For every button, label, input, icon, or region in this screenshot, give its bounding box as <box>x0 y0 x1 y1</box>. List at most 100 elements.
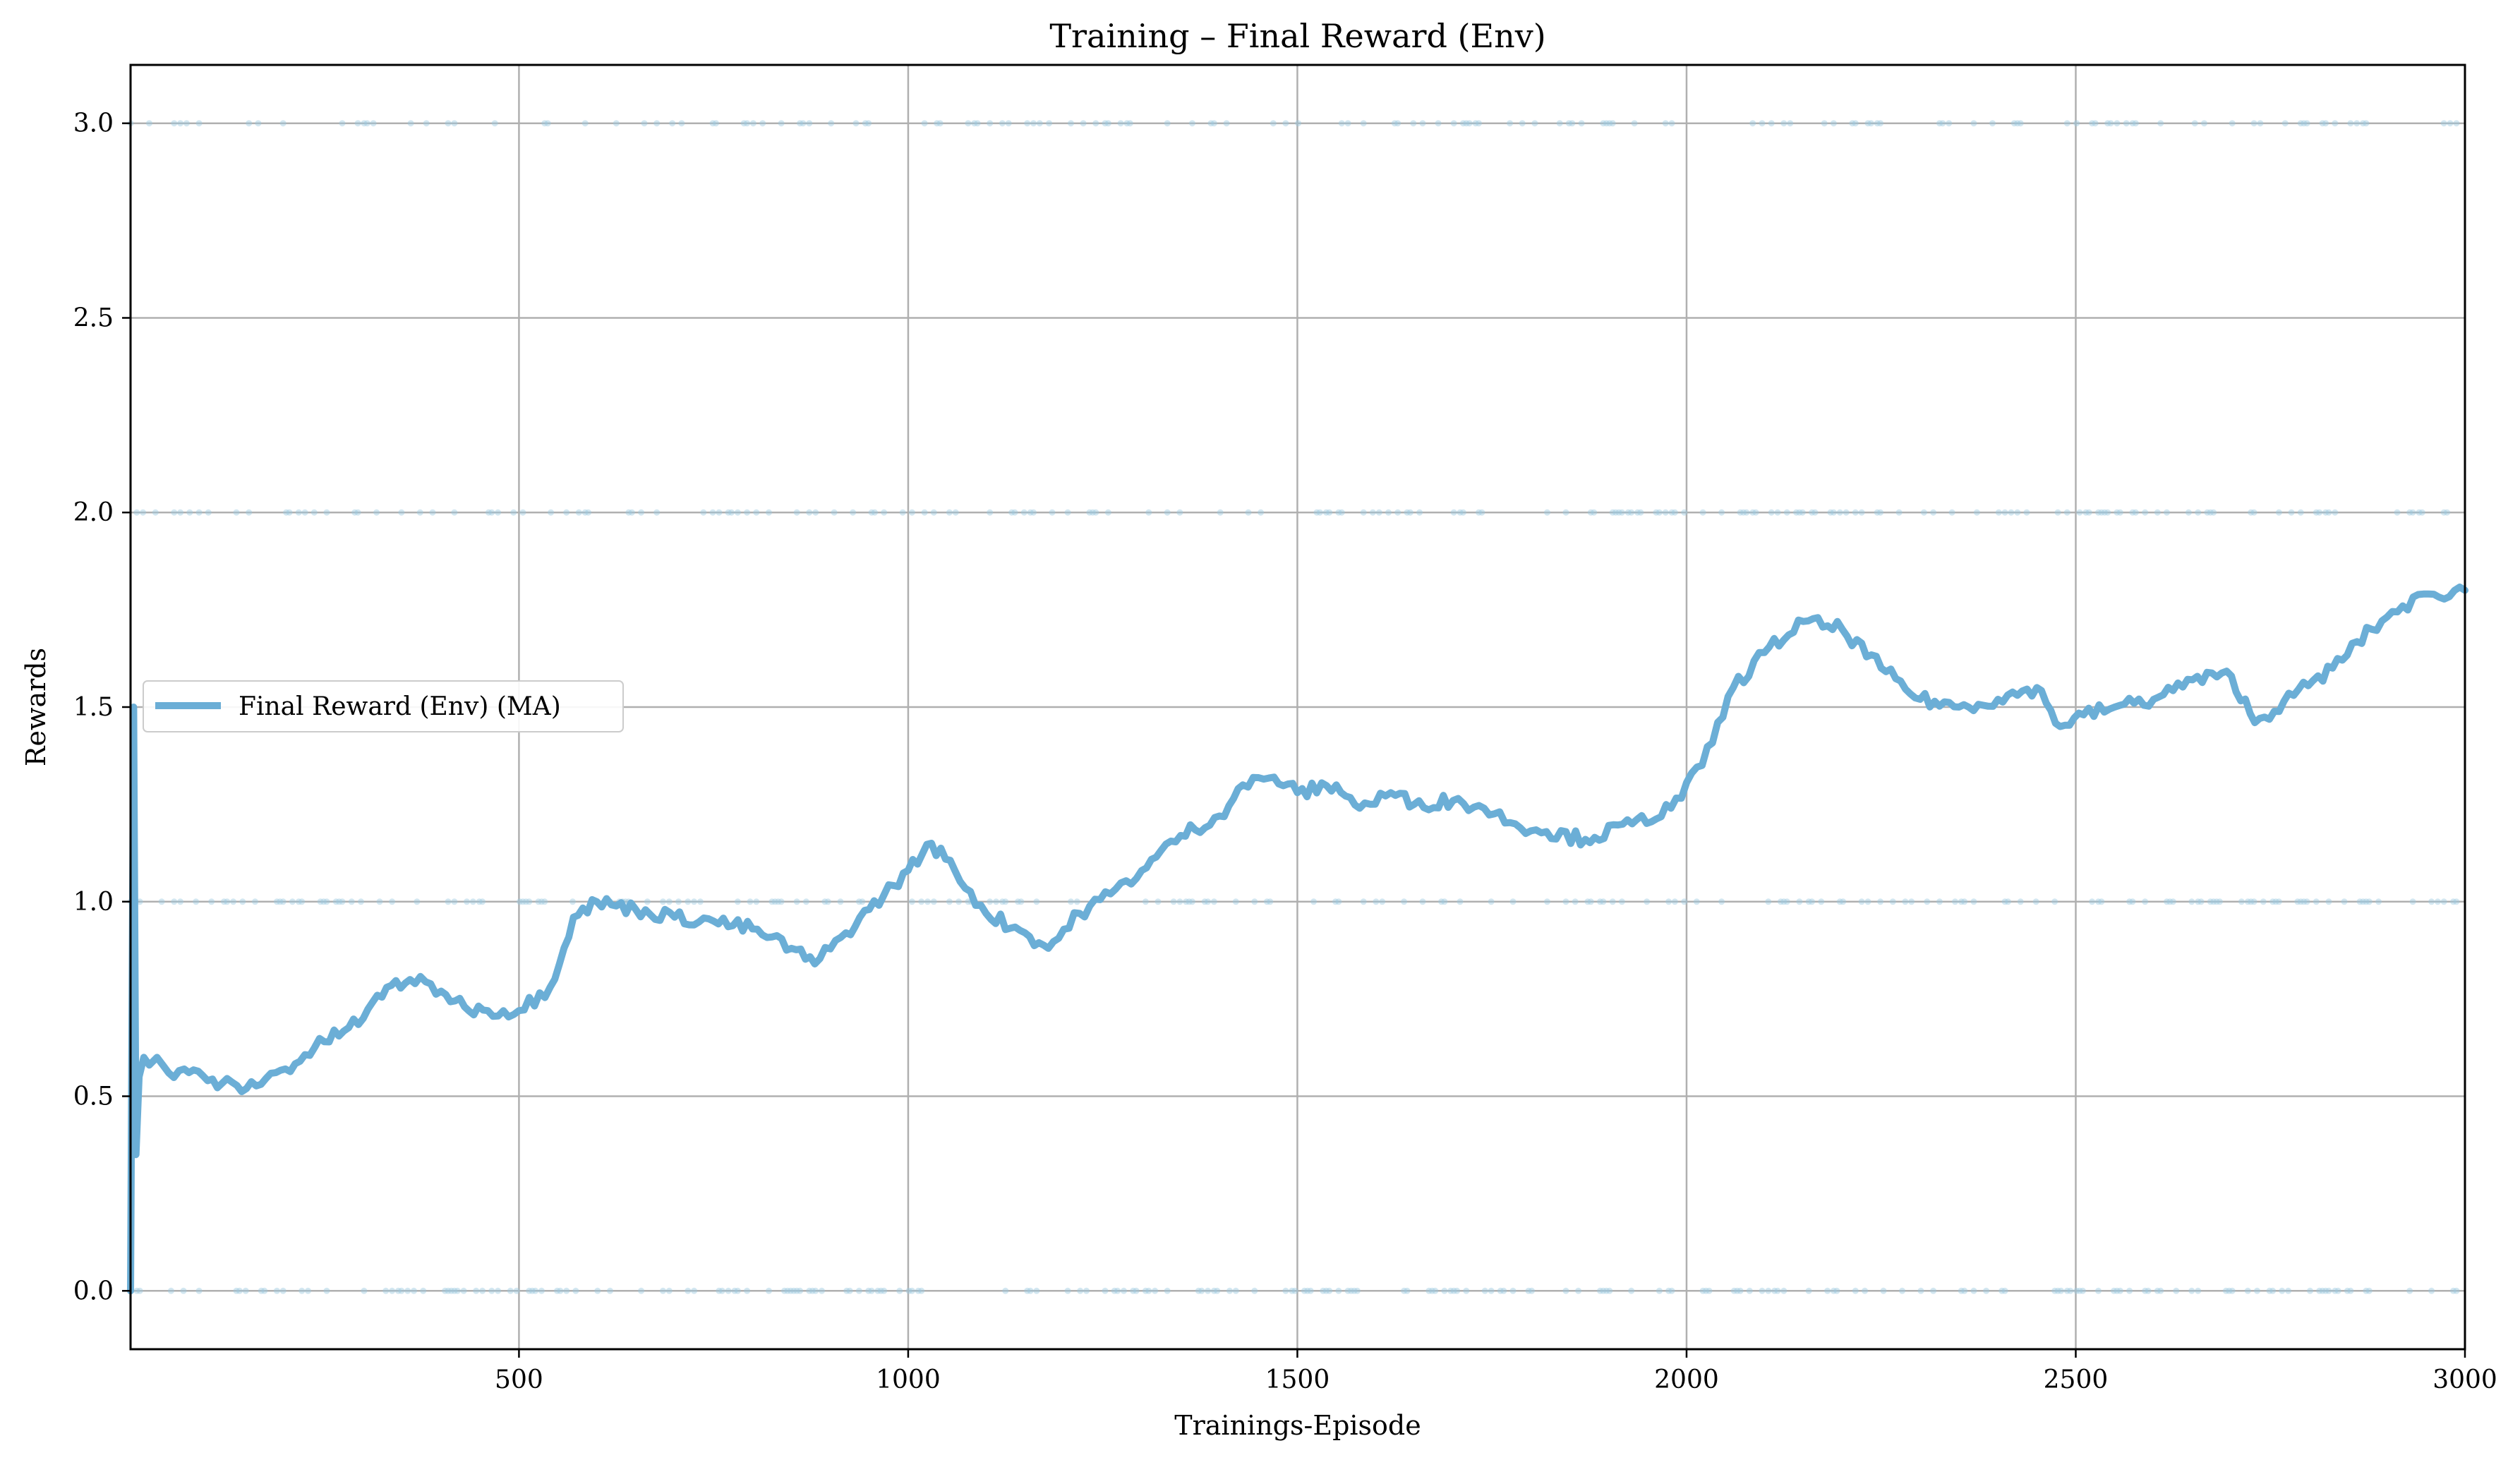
raw-reward-point <box>1320 1287 1327 1294</box>
raw-reward-point <box>1946 120 1953 127</box>
raw-reward-point <box>2076 509 2083 516</box>
raw-reward-point <box>1114 1287 1121 1294</box>
y-tick-label: 0.5 <box>73 1082 114 1111</box>
raw-reward-point <box>1077 1287 1084 1294</box>
y-tick-label: 2.0 <box>73 498 114 527</box>
raw-reward-point <box>675 898 682 905</box>
raw-reward-point <box>2063 120 2070 127</box>
raw-reward-point <box>731 1287 738 1294</box>
raw-reward-point <box>1457 898 1464 905</box>
raw-reward-point <box>454 1287 461 1294</box>
raw-reward-point <box>2092 120 2099 127</box>
raw-reward-point <box>613 120 620 127</box>
raw-reward-point <box>2201 120 2207 127</box>
raw-reward-point <box>1587 898 1594 905</box>
raw-reward-point <box>1877 120 1884 127</box>
raw-reward-point <box>2332 509 2339 516</box>
raw-reward-point <box>1326 1287 1333 1294</box>
raw-reward-point <box>569 898 576 905</box>
raw-reward-point <box>1369 509 1376 516</box>
raw-reward-point <box>1024 120 1031 127</box>
y-tick-label: 0.0 <box>73 1277 114 1305</box>
raw-reward-point <box>1189 898 1195 905</box>
raw-reward-point <box>2332 120 2339 127</box>
raw-reward-point <box>1843 509 1850 516</box>
raw-reward-point <box>1438 898 1445 905</box>
raw-reward-point <box>744 120 751 127</box>
raw-reward-point <box>1068 898 1074 905</box>
raw-reward-point <box>660 1287 666 1294</box>
y-tick-label: 1.5 <box>73 693 114 722</box>
raw-reward-point <box>2250 509 2257 516</box>
raw-reward-point <box>1768 120 1775 127</box>
raw-reward-point <box>1805 898 1812 905</box>
raw-reward-point <box>2082 509 2090 516</box>
raw-reward-point <box>1348 1287 1355 1294</box>
raw-reward-point <box>224 898 231 905</box>
raw-reward-point <box>855 1287 862 1294</box>
raw-reward-point <box>1011 509 1018 516</box>
raw-reward-point <box>205 509 212 516</box>
raw-reward-point <box>2073 120 2080 127</box>
raw-reward-point <box>1092 120 1099 127</box>
raw-reward-point <box>2341 898 2348 905</box>
raw-reward-point <box>987 509 994 516</box>
raw-reward-point <box>2316 1287 2323 1294</box>
raw-reward-point <box>1210 898 1217 905</box>
raw-reward-point <box>277 898 284 905</box>
raw-reward-point <box>2269 1287 2277 1294</box>
raw-reward-point <box>2428 1287 2435 1294</box>
raw-reward-point <box>1344 120 1351 127</box>
raw-reward-point <box>2226 1287 2233 1294</box>
raw-reward-point <box>351 509 358 516</box>
raw-reward-point <box>678 120 685 127</box>
raw-reward-point <box>1699 509 1706 516</box>
raw-reward-point <box>607 1287 613 1294</box>
raw-reward-point <box>1270 120 1277 127</box>
raw-reward-point <box>2017 898 2024 905</box>
raw-reward-point <box>2098 898 2105 905</box>
raw-reward-point <box>273 1287 280 1294</box>
raw-reward-point <box>2063 1287 2070 1294</box>
raw-reward-point <box>1958 898 1965 905</box>
raw-reward-point <box>965 898 972 905</box>
raw-reward-point <box>1600 120 1607 127</box>
raw-reward-point <box>1877 898 1884 905</box>
raw-reward-point <box>749 120 756 127</box>
raw-reward-point <box>2360 898 2366 905</box>
raw-reward-point <box>718 1287 725 1294</box>
raw-reward-point <box>2001 1287 2008 1294</box>
raw-reward-point <box>171 509 178 516</box>
raw-reward-point <box>1730 1287 1737 1294</box>
raw-reward-point <box>1282 1287 1289 1294</box>
raw-reward-point <box>1258 509 1265 516</box>
raw-reward-point <box>448 1287 454 1294</box>
raw-reward-point <box>1335 898 1342 905</box>
raw-reward-point <box>2440 898 2447 905</box>
raw-reward-point <box>2254 1287 2260 1294</box>
raw-reward-point <box>1207 120 1214 127</box>
raw-reward-point <box>1073 898 1080 905</box>
raw-reward-point <box>1852 1287 1859 1294</box>
raw-reward-point <box>1706 1287 1713 1294</box>
raw-reward-point <box>644 898 651 905</box>
raw-reward-point <box>1765 898 1772 905</box>
raw-reward-point <box>1152 1287 1159 1294</box>
raw-reward-point <box>1406 509 1413 516</box>
raw-reward-point <box>1500 1287 1507 1294</box>
raw-reward-point <box>2279 1287 2286 1294</box>
raw-reward-point <box>2363 898 2370 905</box>
raw-reward-point <box>709 120 716 127</box>
raw-reward-point <box>697 898 704 905</box>
raw-reward-point <box>1217 509 1224 516</box>
raw-reward-point <box>1936 898 1943 905</box>
raw-reward-point <box>1840 898 1847 905</box>
raw-reward-point <box>1123 120 1131 127</box>
raw-reward-point <box>2142 509 2149 516</box>
raw-reward-point <box>1410 120 1417 127</box>
raw-reward-point <box>1307 1287 1314 1294</box>
raw-reward-point <box>2126 898 2133 905</box>
raw-reward-point <box>1404 1287 1411 1294</box>
raw-reward-point <box>1428 1287 1435 1294</box>
raw-reward-point <box>1064 1287 1071 1294</box>
